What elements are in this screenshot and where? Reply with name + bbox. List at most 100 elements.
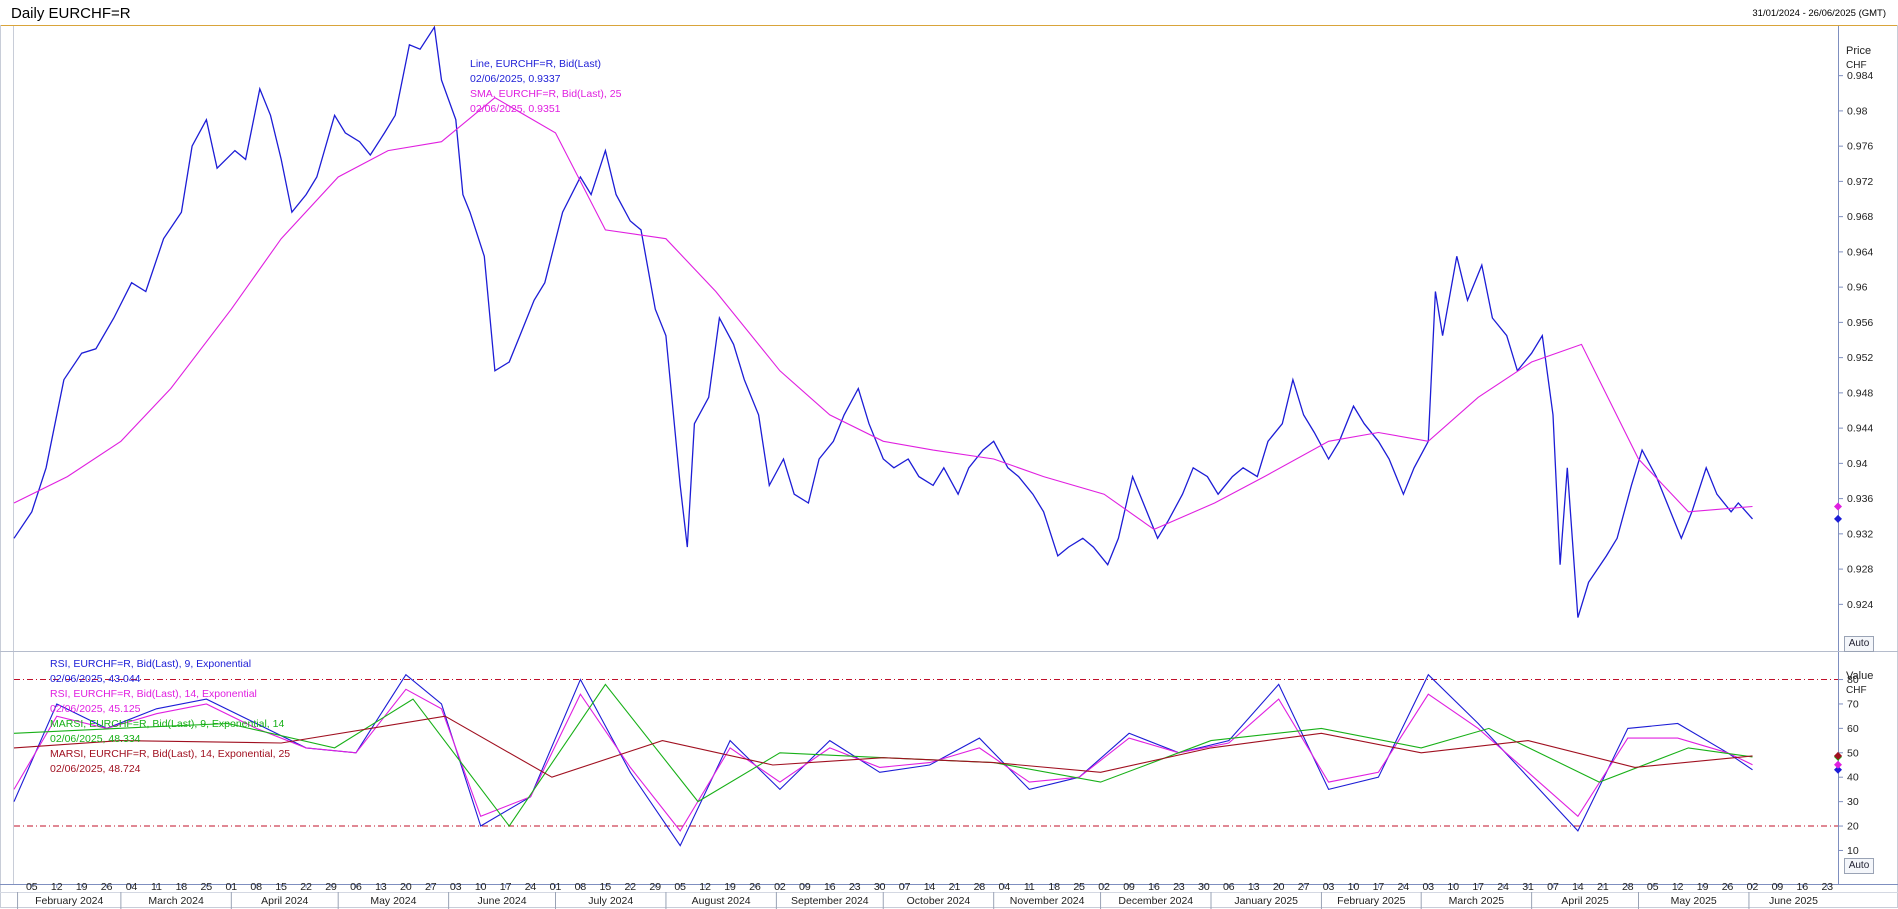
x-month-label: August 2024 xyxy=(692,895,751,907)
price-axis-title: Price xyxy=(1846,45,1871,57)
x-day-tick-label: 22 xyxy=(300,881,312,893)
x-day-tick-label: 08 xyxy=(575,881,587,893)
x-month-label: October 2024 xyxy=(907,895,971,907)
x-day-tick-label: 17 xyxy=(1472,881,1484,893)
value-legend-line: 02/06/2025, 45.125 xyxy=(50,703,141,715)
price-ytick-label: 0.984 xyxy=(1847,70,1873,82)
x-month-label: February 2025 xyxy=(1337,895,1405,907)
x-day-tick-label: 05 xyxy=(1647,881,1659,893)
x-day-tick-label: 26 xyxy=(1722,881,1734,893)
price-auto-scale-button[interactable]: Auto xyxy=(1844,636,1874,652)
x-day-tick-label: 10 xyxy=(475,881,487,893)
x-month-label: June 2024 xyxy=(478,895,527,907)
x-day-tick-label: 16 xyxy=(1797,881,1809,893)
x-day-tick-label: 18 xyxy=(1048,881,1060,893)
price-last-value-marker xyxy=(1834,514,1842,523)
x-day-tick-label: 09 xyxy=(799,881,811,893)
value-ytick-label: 40 xyxy=(1847,772,1859,784)
x-day-tick-label: 25 xyxy=(201,881,213,893)
price-ytick-label: 0.924 xyxy=(1847,599,1873,611)
value-legend-line: MARSI, EURCHF=R, Bid(Last), 9, Exponenti… xyxy=(50,718,284,730)
x-month-label: March 2025 xyxy=(1449,895,1505,907)
value-last-value-marker xyxy=(1834,751,1842,760)
x-day-tick-label: 14 xyxy=(1572,881,1584,893)
value-ytick-label: 70 xyxy=(1847,698,1859,710)
price-legend-line: 02/06/2025, 0.9351 xyxy=(470,103,561,115)
x-day-tick-label: 12 xyxy=(51,881,63,893)
x-day-tick-label: 10 xyxy=(1348,881,1360,893)
x-month-label: September 2024 xyxy=(791,895,869,907)
sma-25-line xyxy=(13,97,1753,531)
x-day-tick-label: 23 xyxy=(1173,881,1185,893)
x-day-tick-label: 28 xyxy=(1622,881,1634,893)
x-day-tick-label: 12 xyxy=(1672,881,1684,893)
x-day-tick-label: 05 xyxy=(26,881,38,893)
x-day-tick-label: 10 xyxy=(1447,881,1459,893)
x-day-tick-label: 03 xyxy=(1323,881,1335,893)
value-ytick-label: 30 xyxy=(1847,796,1859,808)
x-day-tick-label: 21 xyxy=(1597,881,1609,893)
x-day-tick-label: 29 xyxy=(649,881,661,893)
price-ytick-label: 0.952 xyxy=(1847,352,1873,364)
price-ytick-label: 0.96 xyxy=(1847,282,1868,294)
price-axis-unit: CHF xyxy=(1846,60,1867,71)
x-day-tick-label: 02 xyxy=(774,881,786,893)
price-legend-line: 02/06/2025, 0.9337 xyxy=(470,73,561,85)
x-day-tick-label: 18 xyxy=(176,881,188,893)
x-day-tick-label: 15 xyxy=(275,881,287,893)
date-range-label: 31/01/2024 - 26/06/2025 (GMT) xyxy=(1752,8,1886,19)
x-day-tick-label: 19 xyxy=(76,881,88,893)
price-ytick-label: 0.932 xyxy=(1847,528,1873,540)
value-ytick-label: 80 xyxy=(1847,674,1859,686)
x-day-tick-label: 20 xyxy=(400,881,412,893)
x-month-label: May 2025 xyxy=(1671,895,1717,907)
x-month-label: November 2024 xyxy=(1010,895,1085,907)
x-day-tick-label: 19 xyxy=(1697,881,1709,893)
price-legend-line: Line, EURCHF=R, Bid(Last) xyxy=(470,58,601,70)
x-day-tick-label: 04 xyxy=(999,881,1011,893)
x-day-tick-label: 07 xyxy=(1547,881,1559,893)
x-day-tick-label: 25 xyxy=(1073,881,1085,893)
x-day-tick-label: 02 xyxy=(1098,881,1110,893)
x-day-tick-label: 04 xyxy=(126,881,138,893)
price-ytick-label: 0.964 xyxy=(1847,246,1873,258)
x-day-tick-label: 13 xyxy=(1248,881,1260,893)
value-ytick-label: 20 xyxy=(1847,821,1859,833)
x-day-tick-label: 20 xyxy=(1273,881,1285,893)
x-day-tick-label: 14 xyxy=(924,881,936,893)
x-month-label: May 2024 xyxy=(370,895,416,907)
x-day-tick-label: 16 xyxy=(824,881,836,893)
value-auto-scale-button[interactable]: Auto xyxy=(1844,858,1874,874)
price-ytick-label: 0.956 xyxy=(1847,317,1873,329)
value-last-value-marker xyxy=(1834,760,1842,769)
x-month-label: April 2025 xyxy=(1561,895,1608,907)
price-ytick-label: 0.948 xyxy=(1847,387,1873,399)
price-ytick-label: 0.968 xyxy=(1847,211,1873,223)
x-day-tick-label: 23 xyxy=(1821,881,1833,893)
x-day-tick-label: 15 xyxy=(600,881,612,893)
x-day-tick-label: 13 xyxy=(375,881,387,893)
price-ytick-label: 0.944 xyxy=(1847,423,1873,435)
x-day-tick-label: 19 xyxy=(724,881,736,893)
x-day-tick-label: 27 xyxy=(425,881,437,893)
x-day-tick-label: 30 xyxy=(874,881,886,893)
rsi-9-line xyxy=(13,673,1753,847)
x-day-tick-label: 16 xyxy=(1148,881,1160,893)
x-day-tick-label: 06 xyxy=(350,881,362,893)
marsi-14-line xyxy=(13,715,1753,778)
value-legend-line: RSI, EURCHF=R, Bid(Last), 14, Exponentia… xyxy=(50,688,257,700)
value-legend-line: 02/06/2025, 48.724 xyxy=(50,763,141,775)
price-ytick-label: 0.98 xyxy=(1847,105,1868,117)
x-day-tick-label: 27 xyxy=(1298,881,1310,893)
x-day-tick-label: 07 xyxy=(899,881,911,893)
price-ytick-label: 0.936 xyxy=(1847,493,1873,505)
value-legend-line: RSI, EURCHF=R, Bid(Last), 9, Exponential xyxy=(50,658,251,670)
x-day-tick-label: 02 xyxy=(1747,881,1759,893)
chart-frame xyxy=(0,25,1898,908)
x-day-tick-label: 01 xyxy=(550,881,562,893)
x-day-tick-label: 11 xyxy=(1024,881,1035,893)
price-ytick-label: 0.972 xyxy=(1847,176,1873,188)
x-day-tick-label: 17 xyxy=(500,881,512,893)
price-ytick-label: 0.94 xyxy=(1847,458,1868,470)
